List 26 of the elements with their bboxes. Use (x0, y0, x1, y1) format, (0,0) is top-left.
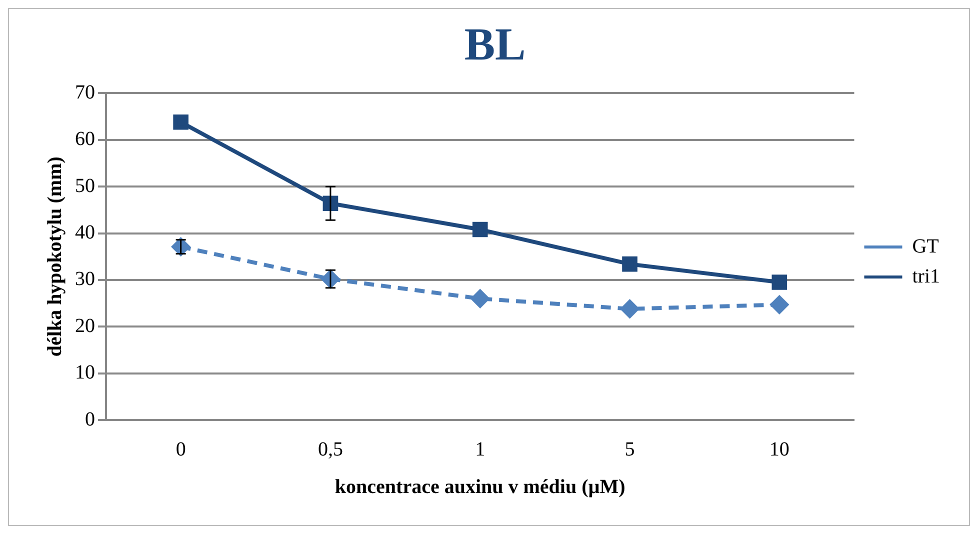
point (622, 256, 638, 272)
x-tick-label: 1 (475, 438, 486, 460)
point (172, 238, 190, 256)
y-tick-label: 70 (75, 81, 95, 104)
y-tick-label: 20 (75, 314, 95, 337)
legend-label: tri1 (912, 265, 940, 288)
point (472, 222, 488, 238)
x-tick-label: 0,5 (318, 438, 343, 460)
y-tick-label: 10 (75, 362, 95, 384)
y-tick-label: 30 (75, 268, 95, 290)
point (173, 114, 188, 130)
y-tick-label: 50 (75, 174, 95, 197)
x-tick-label: 5 (624, 438, 635, 460)
chart-title: BL (464, 18, 526, 70)
x-tick-label: 10 (769, 438, 790, 460)
point (620, 300, 639, 318)
legend-label: GT (912, 235, 939, 258)
y-tick-label: 40 (75, 222, 95, 244)
point (770, 296, 788, 314)
x-tick-label: 0 (176, 438, 186, 460)
x-axis-title: koncentrace auxinu v médiu (µM) (334, 476, 626, 498)
y-tick-label: 60 (75, 128, 95, 150)
point (772, 274, 788, 290)
y-tick-label: 0 (85, 408, 95, 430)
y-axis-title: délka hypokotylu (mm) (44, 156, 66, 357)
point (471, 290, 490, 308)
